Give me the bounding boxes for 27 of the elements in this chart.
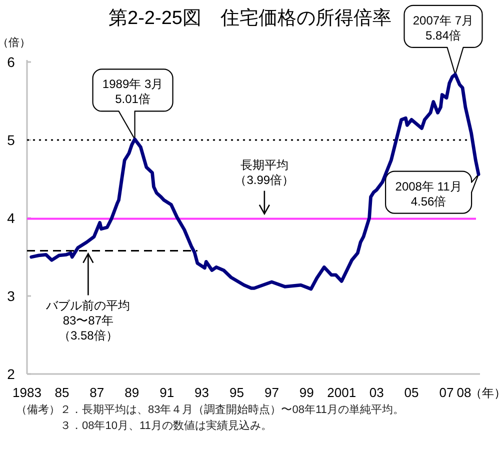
annotation: 2007年 7月 5.84倍 bbox=[412, 13, 474, 42]
annotation: 長期平均（3.99倍） bbox=[234, 158, 294, 187]
annotation: バブル前の平均 83〜87年（3.58倍） bbox=[46, 298, 130, 342]
title: 第2-2-25図 住宅価格の所得倍率 bbox=[108, 8, 392, 29]
y-tick-label: 3 bbox=[7, 288, 15, 304]
y-tick-label: 4 bbox=[7, 210, 15, 226]
x-tick-label: 99 bbox=[299, 385, 314, 400]
x-tick-label: 2001 bbox=[327, 385, 356, 400]
x-tick-label: 93 bbox=[194, 385, 210, 400]
x-tick-label: 91 bbox=[160, 385, 174, 400]
annotation: 1989年 3月 5.01倍 bbox=[102, 77, 164, 106]
y-tick-label: 6 bbox=[7, 54, 15, 70]
x-axis-title: （年） bbox=[470, 386, 500, 400]
y-axis-title: （倍） bbox=[0, 37, 30, 49]
x-tick-label: 95 bbox=[230, 385, 244, 400]
annotation: 2008年 11月 4.56倍 bbox=[395, 179, 462, 208]
x-tick-label: 1983 bbox=[12, 385, 42, 400]
x-tick-label: 87 bbox=[90, 385, 104, 400]
x-tick-label: 05 bbox=[404, 385, 419, 400]
x-tick-label: 03 bbox=[369, 385, 384, 400]
y-tick-label: 5 bbox=[7, 132, 15, 148]
x-tick-label: 85 bbox=[54, 385, 70, 400]
y-tick-label: 2 bbox=[7, 366, 15, 382]
x-tick-label: 89 bbox=[124, 385, 140, 400]
x-tick-label: 08 bbox=[456, 385, 472, 400]
x-tick-label: 07 bbox=[439, 385, 454, 400]
x-tick-label: 97 bbox=[264, 385, 279, 400]
